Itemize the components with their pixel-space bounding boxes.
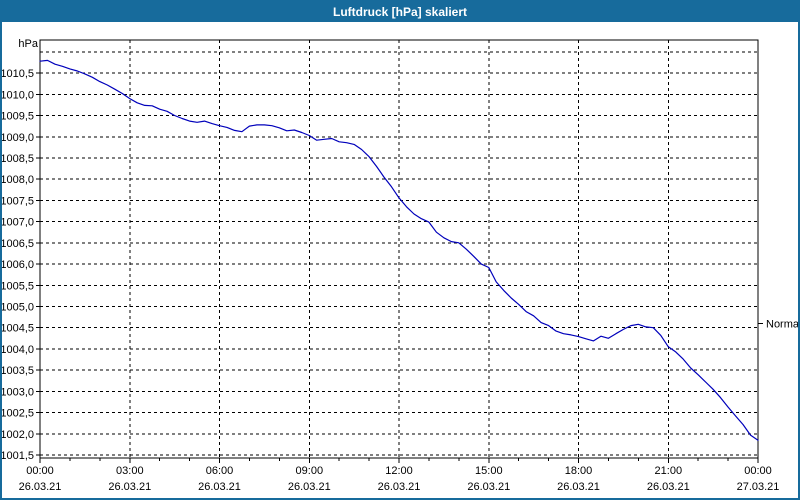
x-date-label: 26.03.21: [647, 481, 690, 493]
x-date-label: 26.03.21: [557, 481, 600, 493]
x-date-label: 26.03.21: [288, 481, 331, 493]
y-tick-label: 1003,5: [2, 365, 34, 377]
x-time-label: 00:00: [26, 465, 54, 477]
y-tick-label: 1004,5: [2, 323, 34, 335]
y-tick-label: 1005,5: [2, 280, 34, 292]
window-title-bar[interactable]: Luftdruck [hPa] skaliert: [2, 2, 798, 22]
y-tick-label: 1007,0: [2, 217, 34, 229]
normal-label: Normal: [766, 319, 798, 331]
y-tick-label: 1001,5: [2, 450, 34, 462]
y-tick-label: 1010,5: [2, 68, 34, 80]
y-tick-label: 1008,0: [2, 174, 34, 186]
x-time-label: 00:00: [744, 465, 772, 477]
y-tick-label: 1009,5: [2, 111, 34, 123]
x-time-label: 21:00: [655, 465, 683, 477]
x-date-label: 26.03.21: [108, 481, 151, 493]
y-tick-label: 1002,5: [2, 408, 34, 420]
y-tick-label: 1005,0: [2, 302, 34, 314]
y-tick-label: 1010,0: [2, 89, 34, 101]
y-tick-label: 1002,0: [2, 429, 34, 441]
y-tick-label: 1008,5: [2, 153, 34, 165]
y-tick-label: 1006,5: [2, 238, 34, 250]
x-date-label: 26.03.21: [378, 481, 421, 493]
x-date-label: 27.03.21: [737, 481, 780, 493]
y-tick-label: 1006,0: [2, 259, 34, 271]
y-tick-label: 1007,5: [2, 195, 34, 207]
x-time-label: 18:00: [565, 465, 593, 477]
y-axis-unit-label: hPa: [18, 38, 38, 50]
x-time-label: 15:00: [475, 465, 503, 477]
window-title: Luftdruck [hPa] skaliert: [332, 5, 468, 19]
x-date-label: 26.03.21: [19, 481, 62, 493]
y-tick-label: 1004,0: [2, 344, 34, 356]
y-tick-label: 1009,0: [2, 132, 34, 144]
y-tick-label: 1003,0: [2, 386, 34, 398]
x-time-label: 09:00: [296, 465, 324, 477]
x-time-label: 03:00: [116, 465, 144, 477]
x-date-label: 26.03.21: [467, 481, 510, 493]
x-date-label: 26.03.21: [198, 481, 241, 493]
x-time-label: 12:00: [385, 465, 413, 477]
x-time-label: 06:00: [206, 465, 234, 477]
pressure-curve: [39, 59, 759, 441]
